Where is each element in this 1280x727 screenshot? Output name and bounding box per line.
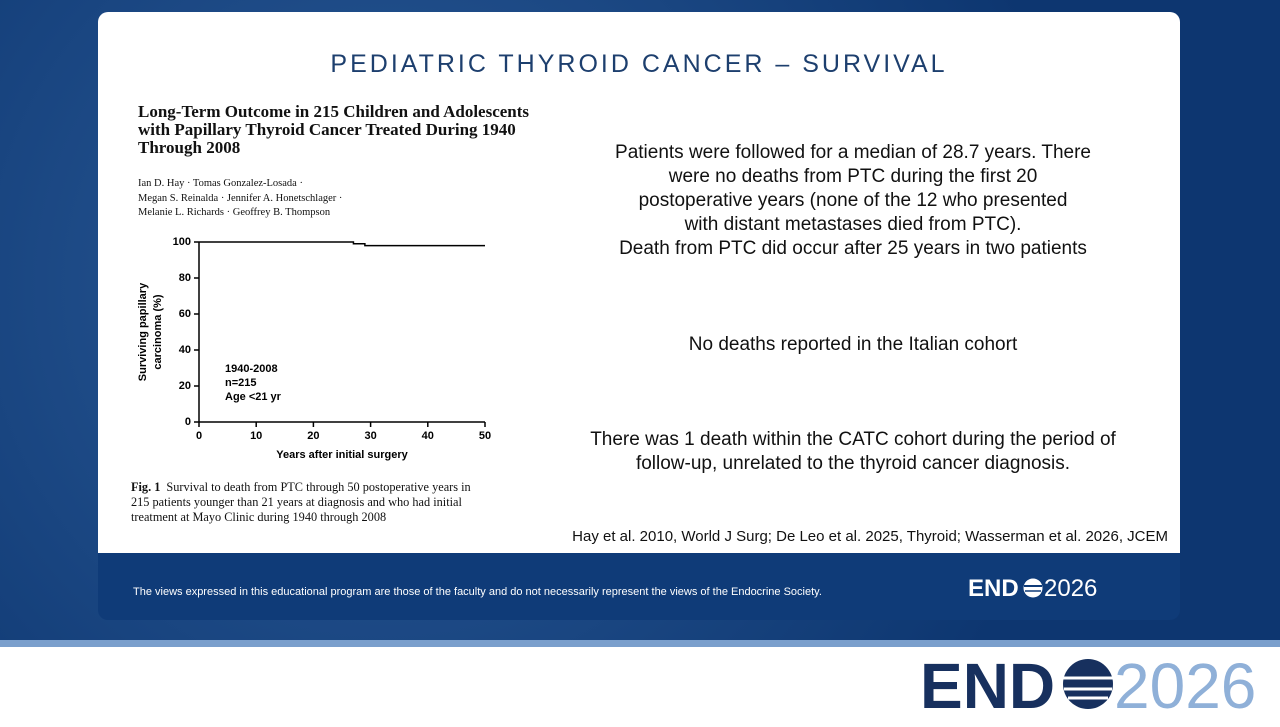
paper-authors: Ian D. Hay · Tomas Gonzalez-Losada · Mega… [138, 177, 342, 221]
y-tick-label: 100 [173, 236, 191, 248]
x-tick-label: 40 [422, 430, 434, 442]
x-tick-label: 50 [479, 430, 491, 442]
x-axis-label: Years after initial surgery [276, 449, 408, 461]
figure-caption: Fig. 1 Survival to death from PTC through… [131, 480, 471, 525]
survival-line [199, 241, 485, 247]
y-tick-label: 60 [179, 308, 191, 320]
text-line: with distant metastases died from PTC). [684, 214, 1022, 235]
x-tick-label: 0 [196, 430, 202, 442]
y-tick-label: 0 [185, 416, 191, 428]
text-line: were no deaths from PTC during the first… [668, 166, 1038, 187]
paragraph: No deaths reported in the Italian cohort [553, 333, 1153, 357]
caption-text: Survival to death from PTC through 50 po… [166, 480, 471, 494]
text-line: There was 1 death within the CATC cohort… [590, 429, 1116, 450]
text-line: Fig. 1 Survival to death from PTC through… [131, 480, 471, 495]
slide-title: PEDIATRIC THYROID CANCER – SURVIVAL [330, 50, 948, 78]
text-line: Long-Term Outcome in 215 Children and Ad… [138, 102, 530, 121]
text-line: Through 2008 [138, 138, 241, 157]
text-line: follow-up, unrelated to the thyroid canc… [635, 453, 1071, 474]
text-line: treatment at Mayo Clinic during 1940 thr… [131, 510, 387, 524]
paragraph: There was 1 death within the CATC cohort… [553, 428, 1153, 476]
annotation: n=215 [225, 377, 257, 389]
y-tick-label: 40 [179, 344, 191, 356]
paper-title: Long-Term Outcome in 215 Children and Ad… [138, 103, 529, 157]
slide-card [98, 12, 1180, 553]
text-line: with Papillary Thyroid Cancer Treated Du… [138, 120, 516, 139]
y-axis-label: carcinoma (%) [152, 294, 164, 370]
x-tick-label: 10 [250, 430, 262, 442]
x-tick-label: 20 [307, 430, 319, 442]
text-line: No deaths reported in the Italian cohort [688, 334, 1018, 355]
y-axis-label: Surviving papillary [137, 282, 149, 381]
disclaimer: The views expressed in this educational … [133, 586, 822, 598]
logo-small-left: END [968, 575, 1019, 602]
text-line: Death from PTC did occur after 25 years … [619, 238, 1087, 259]
text-line: 215 patients younger than 21 years at di… [131, 495, 462, 509]
citation: Hay et al. 2010, World J Surg; De Leo et… [572, 528, 1168, 545]
x-tick-label: 30 [364, 430, 376, 442]
footer-band [98, 553, 1180, 620]
text-line: Megan S. Reinalda · Jennifer A. Honetsch… [138, 192, 343, 204]
text-line: Patients were followed for a median of 2… [615, 142, 1091, 163]
annotation: 1940-2008 [225, 363, 278, 375]
text-line: Ian D. Hay · Tomas Gonzalez-Losada · [138, 178, 303, 189]
y-tick-label: 20 [179, 380, 191, 392]
text-line: postoperative years (none of the 12 who … [638, 190, 1068, 211]
logo-left: END [920, 650, 1055, 720]
logo-globe [1063, 659, 1113, 709]
annotation: Age <21 yr [225, 391, 282, 403]
text-line: Melanie L. Richards · Geoffrey B. Thomps… [138, 207, 331, 218]
paragraph: Patients were followed for a median of 2… [553, 141, 1153, 261]
logo-small-globe [1023, 578, 1043, 598]
y-tick-label: 80 [179, 272, 191, 284]
logo-right: 2026 [1114, 650, 1256, 720]
logo-small-right: 2026 [1044, 575, 1097, 602]
caption-label: Fig. 1 [131, 480, 161, 494]
